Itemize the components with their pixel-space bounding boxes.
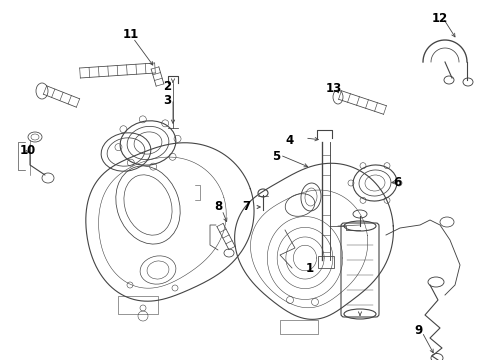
Text: 12: 12 — [432, 12, 448, 24]
Text: 2: 2 — [163, 81, 171, 94]
Text: 11: 11 — [123, 28, 139, 41]
Text: 6: 6 — [393, 175, 401, 189]
Text: 3: 3 — [163, 94, 171, 107]
Bar — [118, 296, 158, 314]
Text: 4: 4 — [286, 134, 294, 147]
Text: 13: 13 — [326, 81, 342, 94]
Text: 1: 1 — [306, 261, 314, 274]
Text: 10: 10 — [20, 144, 36, 157]
Bar — [280, 320, 318, 334]
Text: 9: 9 — [414, 324, 422, 337]
Text: 8: 8 — [214, 201, 222, 213]
Text: 7: 7 — [242, 201, 250, 213]
Bar — [318, 256, 334, 268]
Text: 5: 5 — [272, 149, 280, 162]
